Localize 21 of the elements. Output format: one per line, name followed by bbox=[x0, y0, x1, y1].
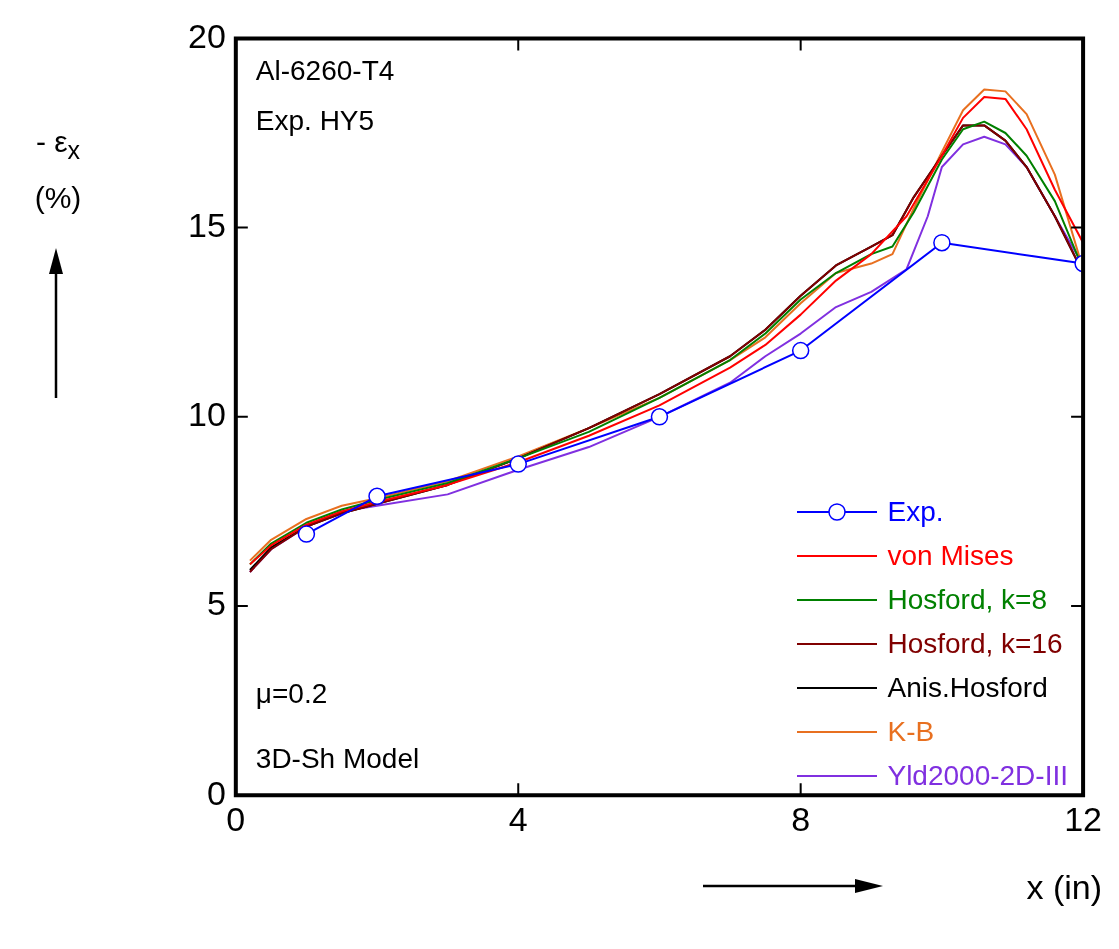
legend-label: Yld2000-2D-III bbox=[887, 760, 1068, 792]
legend-label: Hosford, k=16 bbox=[887, 628, 1063, 660]
x-tick-label: 8 bbox=[791, 799, 811, 838]
annotation: 3D-Sh Model bbox=[255, 742, 420, 774]
x-axis-title: x (in) bbox=[1026, 868, 1102, 907]
legend-label: Hosford, k=8 bbox=[887, 584, 1047, 616]
y-tick-label: 5 bbox=[206, 584, 226, 623]
y-tick-label: 0 bbox=[206, 773, 226, 812]
y-tick-label: 10 bbox=[187, 395, 226, 434]
annotation: Exp. HY5 bbox=[255, 105, 375, 137]
legend-label: Exp. bbox=[887, 496, 944, 528]
legend-label: von Mises bbox=[887, 540, 1014, 572]
x-tick-label: 12 bbox=[1064, 799, 1102, 838]
y-axis-title: - ε$_{x}$ (%) bbox=[33, 124, 83, 216]
annotation: Al-6260-T4 bbox=[255, 55, 395, 87]
y-tick-label: 20 bbox=[187, 16, 226, 55]
y-tick-label: 15 bbox=[187, 205, 226, 244]
annotation: μ=0.2 bbox=[255, 677, 328, 709]
legend-label: Anis.Hosford bbox=[887, 672, 1048, 704]
x-tick-label: 4 bbox=[508, 799, 528, 838]
legend-label: K-B bbox=[887, 716, 935, 748]
